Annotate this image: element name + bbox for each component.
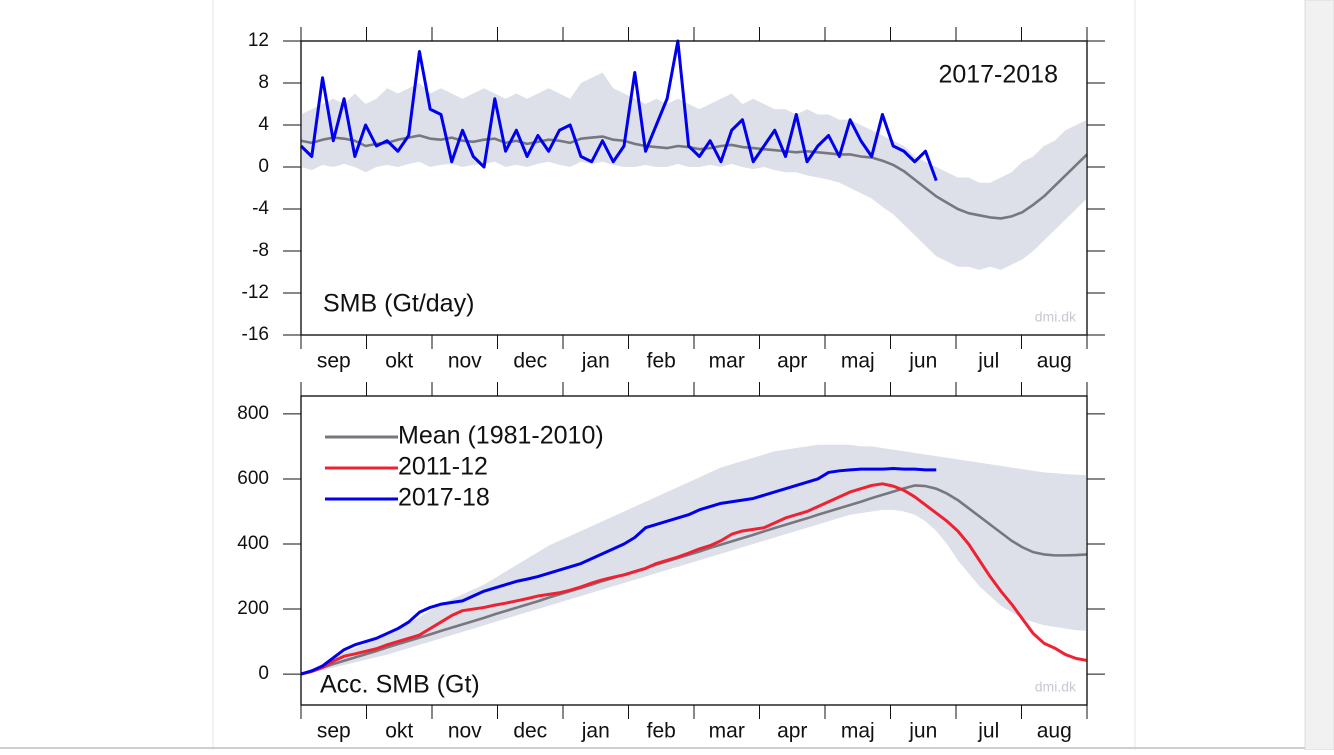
x-tick-label: nov [448,720,482,743]
panel-label: Acc. SMB (Gt) [320,671,480,699]
y-tick-label: -16 [242,324,269,345]
legend-label: 2011-12 [398,453,488,481]
y-tick-label: -12 [242,282,269,303]
x-tick-label: okt [385,350,413,373]
range-band [301,444,1087,675]
series-line [300,467,937,676]
y-tick-label: -4 [252,198,269,219]
x-tick-label: apr [777,350,807,373]
credit: dmi.dk [1035,679,1077,695]
x-tick-label: feb [647,720,676,743]
x-tick-label: jun [908,720,937,743]
y-tick-label: -8 [252,240,269,261]
y-tick-label: 800 [237,403,269,424]
x-tick-label: feb [647,350,676,373]
x-tick-label: maj [841,350,875,373]
panel-label: SMB (Gt/day) [323,290,474,318]
y-tick-label: 8 [258,72,269,93]
credit: dmi.dk [1035,309,1077,325]
x-tick-label: jul [977,350,999,373]
series-line [299,39,938,182]
y-tick-label: 0 [258,156,269,177]
x-tick-label: dec [513,720,547,743]
x-tick-label: mar [709,350,745,373]
y-tick-label: 200 [237,598,269,619]
y-tick-label: 12 [248,30,269,51]
y-tick-label: 0 [258,663,269,684]
x-tick-label: jul [977,720,999,743]
x-tick-label: apr [777,720,807,743]
legend-label: Mean (1981-2010) [398,422,604,450]
range-band [301,72,1087,270]
legend-label: 2017-18 [398,484,490,512]
x-tick-label: okt [385,720,413,743]
y-tick-label: 600 [237,468,269,489]
x-tick-label: sep [317,720,351,743]
x-tick-label: mar [709,720,745,743]
x-tick-label: sep [317,350,351,373]
scrollbar [1304,0,1334,751]
x-tick-label: jun [908,350,937,373]
x-tick-label: aug [1037,720,1072,743]
x-tick-label: jan [581,720,610,743]
series-line [300,482,1088,676]
x-tick-label: maj [841,720,875,743]
series-line [300,134,1088,220]
x-tick-label: jan [581,350,610,373]
y-tick-label: 400 [237,533,269,554]
y-tick-label: 4 [258,114,269,135]
x-tick-label: nov [448,350,482,373]
season-label: 2017-2018 [938,61,1058,89]
x-tick-label: dec [513,350,547,373]
x-tick-label: aug [1037,350,1072,373]
series-line [300,484,1088,676]
